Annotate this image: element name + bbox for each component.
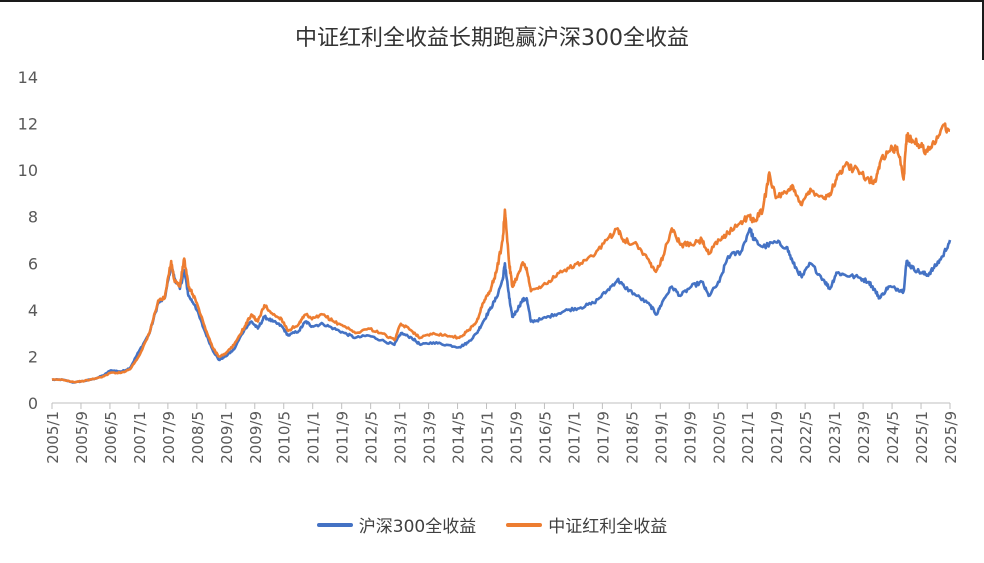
y-tick-label-3: 6 xyxy=(28,254,38,273)
frame-right-border xyxy=(982,0,984,60)
x-tick-label-17: 2016/5 xyxy=(536,411,554,464)
y-tick-label-1: 2 xyxy=(28,347,38,366)
y-tick-label-0: 0 xyxy=(28,394,38,413)
x-tick-label-12: 2013/1 xyxy=(392,411,410,464)
x-tick-label-8: 2010/5 xyxy=(276,411,294,464)
series-lines xyxy=(51,122,952,384)
legend-item-hs300: 沪深300全收益 xyxy=(316,512,477,537)
x-tick-label-11: 2012/5 xyxy=(363,411,381,464)
x-tick-label-18: 2017/1 xyxy=(565,411,583,464)
x-tick-label-9: 2011/1 xyxy=(305,411,323,464)
x-tick-label-19: 2017/9 xyxy=(594,411,612,464)
series-line-hs300 xyxy=(51,227,952,384)
x-tick-label-14: 2014/5 xyxy=(450,411,468,464)
legend-item-dividend: 中证红利全收益 xyxy=(506,512,667,537)
legend-label-hs300: 沪深300全收益 xyxy=(358,517,477,537)
y-tick-label-5: 10 xyxy=(18,161,38,180)
x-tick-label-28: 2023/9 xyxy=(855,411,873,464)
x-tick-label-31: 2025/9 xyxy=(942,411,960,464)
x-tick-label-29: 2024/5 xyxy=(884,411,902,464)
series-line-dividend xyxy=(51,122,951,384)
x-tick-label-4: 2007/9 xyxy=(160,411,178,464)
x-tick-label-23: 2020/5 xyxy=(710,411,728,464)
x-tick-label-15: 2015/1 xyxy=(479,411,497,464)
x-tick-label-24: 2021/1 xyxy=(739,411,757,464)
x-tick-label-22: 2019/9 xyxy=(681,411,699,464)
x-tick-label-25: 2021/9 xyxy=(768,411,786,464)
legend: 沪深300全收益 中证红利全收益 xyxy=(0,512,984,537)
x-tick-label-6: 2009/1 xyxy=(218,411,236,464)
y-tick-label-6: 12 xyxy=(18,115,38,134)
x-tick-label-3: 2007/1 xyxy=(131,411,149,464)
x-tick-label-20: 2018/5 xyxy=(623,411,641,464)
legend-swatch-hs300 xyxy=(316,522,353,527)
x-tick-label-30: 2025/1 xyxy=(913,411,931,464)
legend-label-dividend: 中证红利全收益 xyxy=(548,517,668,537)
y-tick-label-4: 8 xyxy=(28,208,38,227)
y-axis: 0 2 4 6 8 10 12 14 xyxy=(18,68,38,413)
x-tick-label-27: 2023/1 xyxy=(826,411,844,464)
x-tick-label-10: 2011/9 xyxy=(334,411,352,464)
x-tick-label-7: 2009/9 xyxy=(247,411,265,464)
x-tick-label-16: 2015/9 xyxy=(507,411,525,464)
legend-swatch-dividend xyxy=(506,522,543,527)
x-tick-label-5: 2008/5 xyxy=(189,411,207,464)
x-tick-label-26: 2022/5 xyxy=(797,411,815,464)
x-axis: 2005/1 2005/9 2006/5 2007/1 2007/9 2008/5 2009… xyxy=(44,402,960,464)
x-tick-label-2: 2006/5 xyxy=(102,411,120,464)
x-tick-label-0: 2005/1 xyxy=(44,411,62,464)
chart-title: 中证红利全收益长期跑赢沪深300全收益 xyxy=(295,26,689,51)
y-tick-label-2: 4 xyxy=(28,301,38,320)
x-tick-label-13: 2013/9 xyxy=(421,411,439,464)
x-tick-label-1: 2005/9 xyxy=(73,411,91,464)
x-tick-label-21: 2019/1 xyxy=(652,411,670,464)
y-tick-label-7: 14 xyxy=(18,68,38,87)
frame-top-border xyxy=(0,0,984,2)
